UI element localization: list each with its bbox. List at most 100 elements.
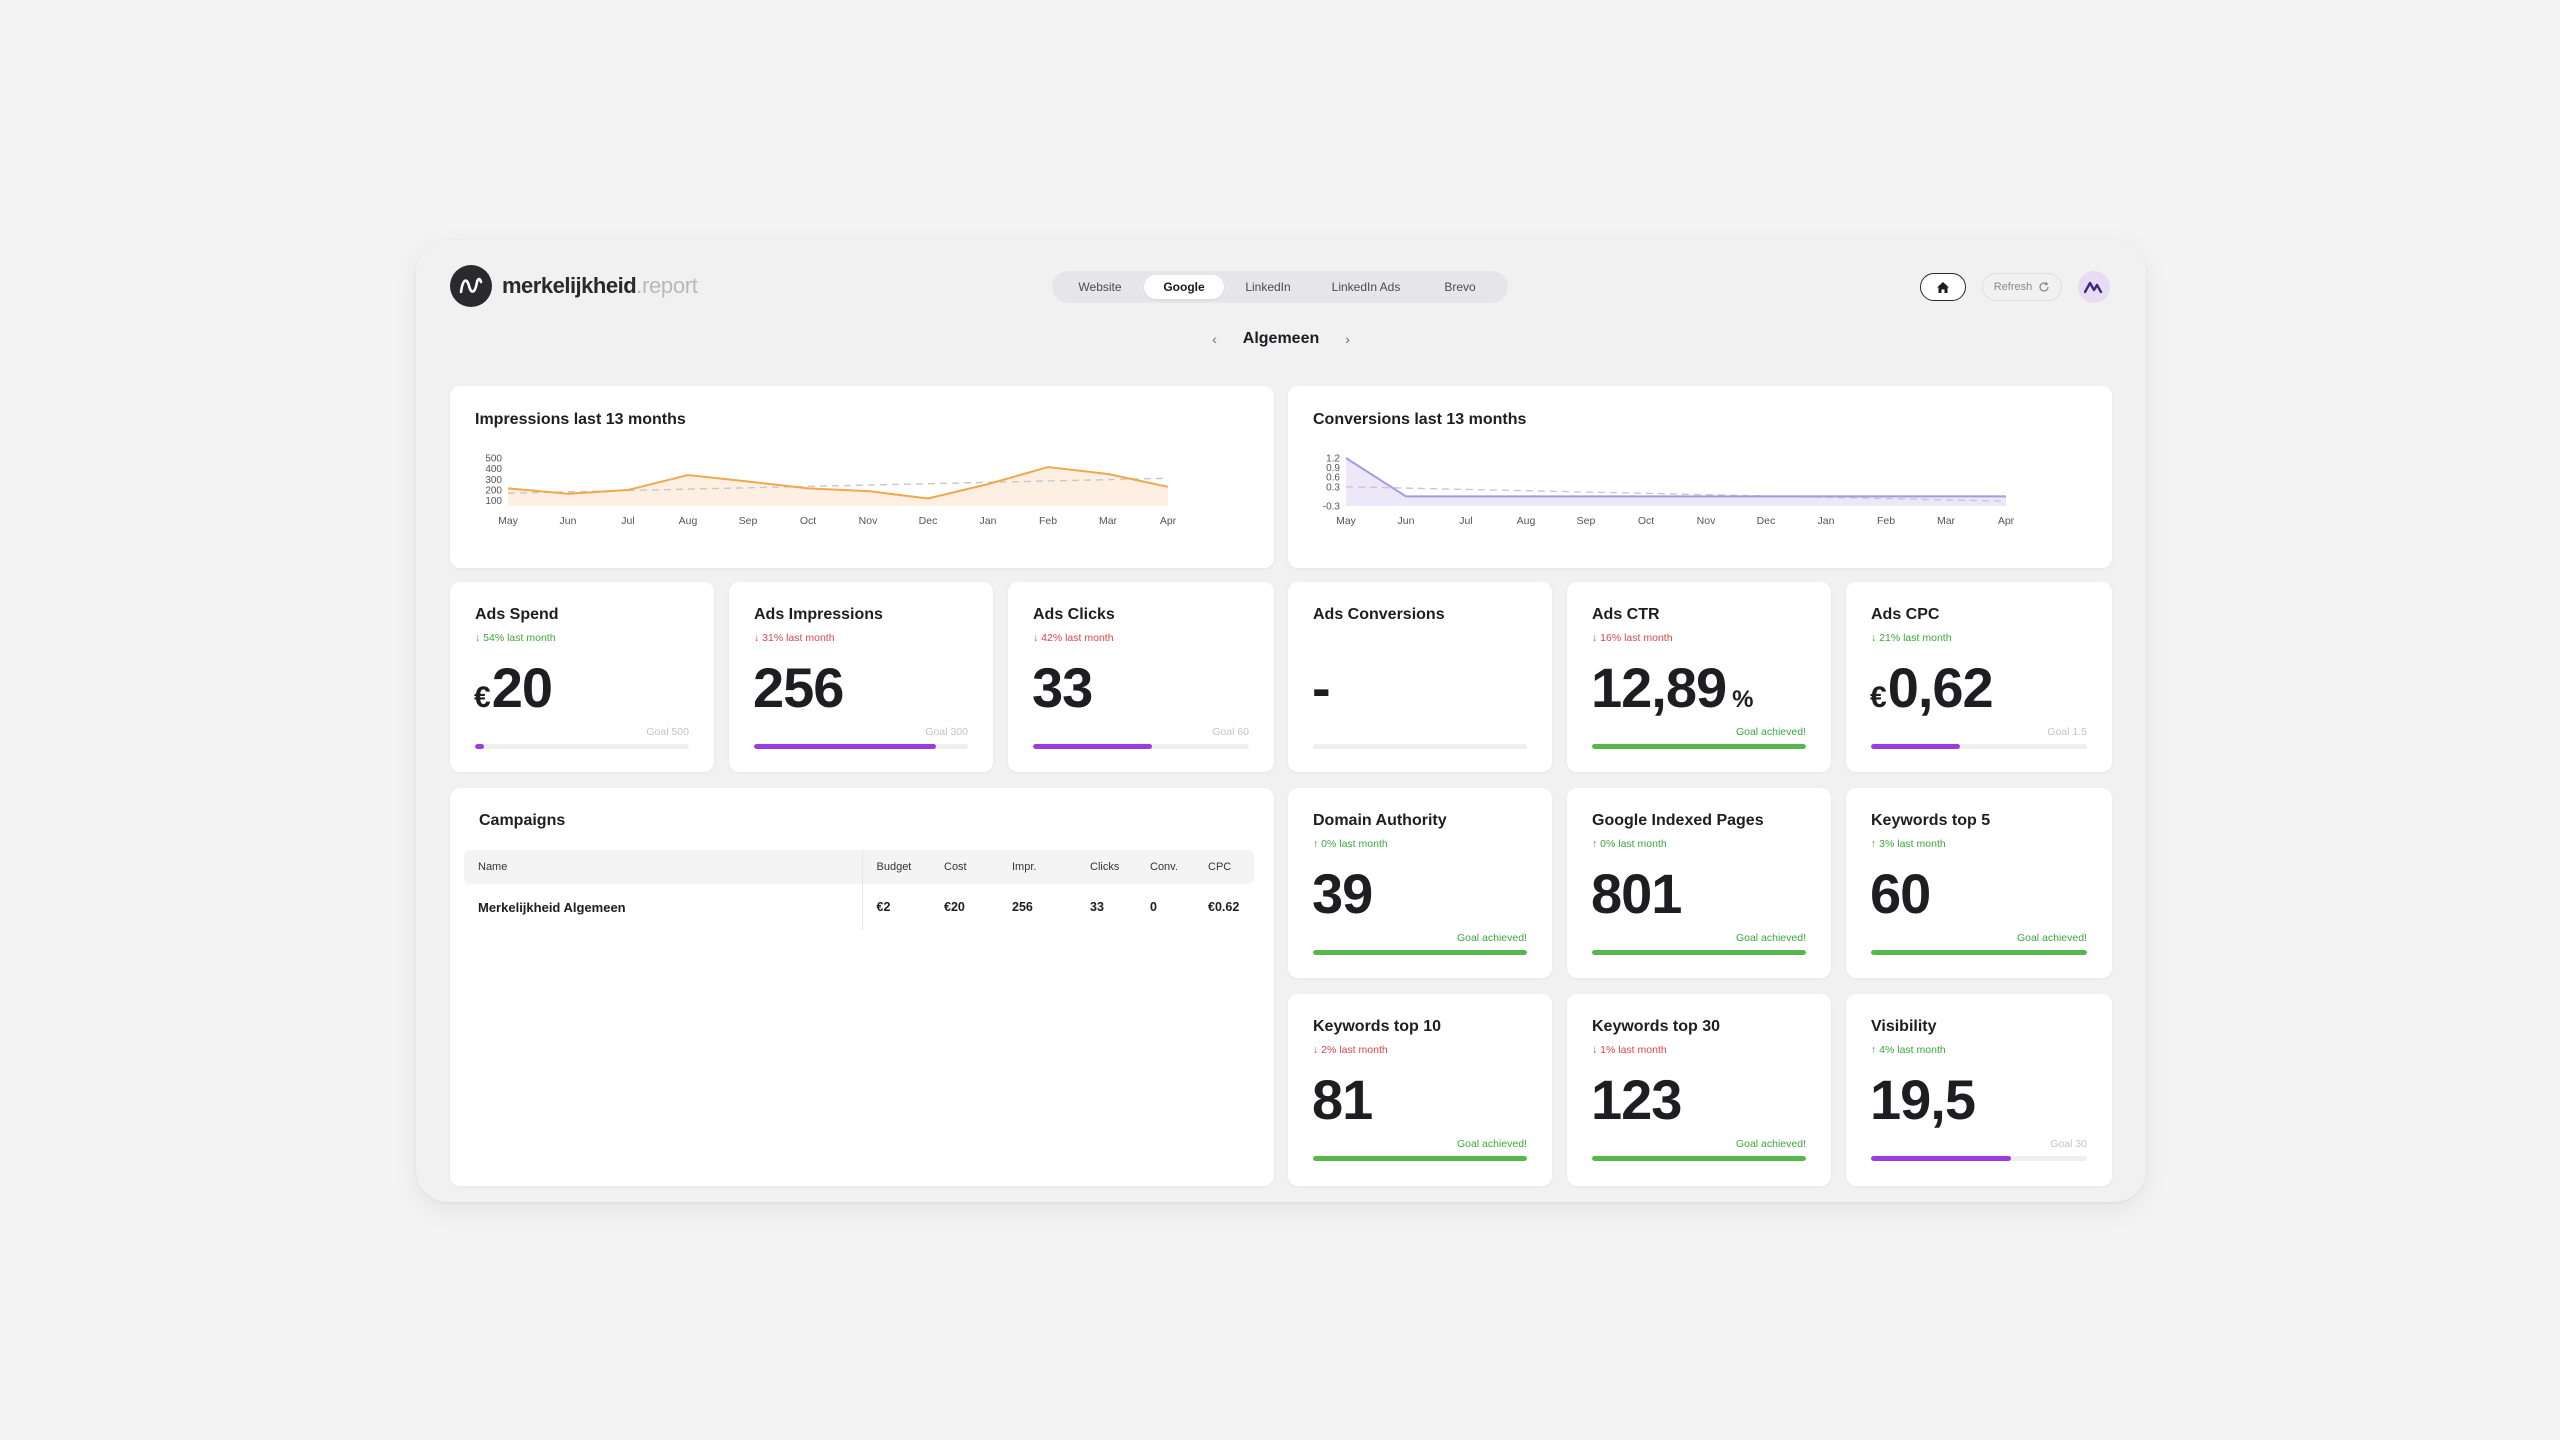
metric-delta: ↑ 4% last month xyxy=(1871,1044,1946,1056)
metric-number: 12,89 xyxy=(1591,656,1727,719)
goal-progress-bar xyxy=(1592,950,1806,955)
x-tick-label: Jan xyxy=(1818,515,1835,527)
metric-card-keywords-top-5[interactable]: Keywords top 5 ↑ 3% last month 60 Goal a… xyxy=(1846,788,2112,978)
percent-symbol: % xyxy=(1732,686,1754,713)
table-row[interactable]: Merkelijkheid Algemeen €2 €20 256 33 0 €… xyxy=(464,884,1254,930)
y-tick-label: -0.3 xyxy=(1323,502,1341,513)
x-tick-label: Sep xyxy=(739,515,758,527)
campaigns-card: Campaigns Name Budget Cost Impr. Clicks … xyxy=(450,788,1274,1186)
metric-delta: ↓ 31% last month xyxy=(754,632,835,644)
dashboard-window: merkelijkheid .report Website Google Link… xyxy=(416,240,2146,1202)
metric-delta: ↓ 42% last month xyxy=(1033,632,1114,644)
tab-linkedin[interactable]: LinkedIn xyxy=(1245,280,1291,294)
metric-card-ads-clicks[interactable]: Ads Clicks ↓ 42% last month 33 Goal 60 xyxy=(1008,582,1274,772)
metric-title: Keywords top 10 xyxy=(1313,1018,1442,1035)
area-fill xyxy=(508,467,1168,506)
campaign-budget: €2 xyxy=(876,900,891,914)
series-line xyxy=(507,466,1169,500)
tab-google[interactable]: Google xyxy=(1144,275,1224,299)
prev-section-icon[interactable]: ‹ xyxy=(1212,331,1217,347)
metric-card-ads-impressions[interactable]: Ads Impressions ↓ 31% last month 256 Goa… xyxy=(729,582,993,772)
tab-website[interactable]: Website xyxy=(1078,280,1122,294)
x-tick-label: Apr xyxy=(1998,515,2015,527)
metric-value: €20 xyxy=(474,658,553,728)
y-tick-label: 0.3 xyxy=(1326,482,1340,493)
goal-progress-fill xyxy=(1871,1156,2012,1161)
goal-progress-bar xyxy=(1313,1156,1527,1161)
metric-title: Keywords top 30 xyxy=(1592,1018,1721,1035)
refresh-button[interactable]: Refresh xyxy=(1982,273,2062,301)
metric-value: 19,5 xyxy=(1870,1068,1976,1131)
column-header-name[interactable]: Name xyxy=(464,850,863,884)
metric-title: Ads CTR xyxy=(1592,606,1660,623)
tab-linkedin-ads[interactable]: LinkedIn Ads xyxy=(1331,280,1401,294)
section-nav: ‹ Algemeen › xyxy=(416,330,2146,348)
metric-card-keywords-top-30[interactable]: Keywords top 30 ↓ 1% last month 123 Goal… xyxy=(1567,994,1831,1186)
goal-progress-bar xyxy=(1033,744,1249,749)
area-fill xyxy=(1346,458,2006,506)
metric-card-ads-spend[interactable]: Ads Spend ↓ 54% last month €20 Goal 500 xyxy=(450,582,714,772)
metric-card-google-indexed-pages[interactable]: Google Indexed Pages ↑ 0% last month 801… xyxy=(1567,788,1831,978)
goal-label: Goal 1.5 xyxy=(2047,726,2087,738)
metric-title: Ads Impressions xyxy=(754,606,883,623)
metric-delta: ↑ 0% last month xyxy=(1313,838,1388,850)
goal-progress-bar xyxy=(1313,744,1527,749)
x-tick-label: Nov xyxy=(1697,515,1716,527)
logo[interactable]: merkelijkheid .report xyxy=(450,265,698,307)
next-section-icon[interactable]: › xyxy=(1345,331,1350,347)
goal-progress-bar xyxy=(1871,744,2087,749)
x-tick-label: Aug xyxy=(679,515,698,527)
metric-title: Google Indexed Pages xyxy=(1592,812,1764,829)
avatar-logo-icon xyxy=(2084,281,2103,294)
home-button[interactable] xyxy=(1920,273,1966,301)
campaign-impressions: 256 xyxy=(1012,900,1033,914)
tab-brevo[interactable]: Brevo xyxy=(1444,280,1476,294)
metric-delta: ↓ 21% last month xyxy=(1871,632,1952,644)
goal-progress-fill xyxy=(1592,1156,1806,1161)
metric-title: Ads Clicks xyxy=(1033,606,1115,623)
impressions-chart-card: Impressions last 13 months 100 200 300 400 5… xyxy=(450,386,1274,568)
avatar[interactable] xyxy=(2078,271,2110,303)
metric-delta: ↓ 54% last month xyxy=(475,632,556,644)
y-tick-label: 100 xyxy=(485,496,502,507)
x-tick-label: Oct xyxy=(800,515,816,527)
metric-delta: ↓ 16% last month xyxy=(1592,632,1673,644)
column-header-cost[interactable]: Cost xyxy=(930,850,998,884)
metric-card-keywords-top-10[interactable]: Keywords top 10 ↓ 2% last month 81 Goal … xyxy=(1288,994,1552,1186)
column-header-budget[interactable]: Budget xyxy=(862,850,930,884)
metric-card-ads-ctr[interactable]: Ads CTR ↓ 16% last month 12,89% Goal ach… xyxy=(1567,582,1831,772)
y-tick-label: 1.2 xyxy=(1326,454,1340,465)
goal-label: Goal achieved! xyxy=(1456,1138,1527,1150)
metric-delta: ↑ 3% last month xyxy=(1871,838,1946,850)
metric-card-ads-conversions[interactable]: Ads Conversions - xyxy=(1288,582,1552,772)
x-tick-label: Jul xyxy=(621,515,634,527)
metric-value: €0,62 xyxy=(1870,658,1994,728)
metric-card-visibility[interactable]: Visibility ↑ 4% last month 19,5 Goal 30 xyxy=(1846,994,2112,1186)
campaigns-table: Name Budget Cost Impr. Clicks Conv. CPC … xyxy=(464,850,1254,930)
x-tick-label: Jul xyxy=(1459,515,1472,527)
column-header-impr[interactable]: Impr. xyxy=(998,850,1076,884)
metric-card-ads-cpc[interactable]: Ads CPC ↓ 21% last month €0,62 Goal 1.5 xyxy=(1846,582,2112,772)
table-header-row: Name Budget Cost Impr. Clicks Conv. CPC xyxy=(464,850,1254,884)
metric-card-domain-authority[interactable]: Domain Authority ↑ 0% last month 39 Goal… xyxy=(1288,788,1552,978)
goal-label: Goal 300 xyxy=(925,726,968,738)
column-header-cpc[interactable]: CPC xyxy=(1194,850,1254,884)
goal-label: Goal 30 xyxy=(2050,1138,2087,1150)
goal-label: Goal 60 xyxy=(1212,726,1249,738)
campaign-cpc: €0.62 xyxy=(1208,900,1240,914)
series-line xyxy=(1345,457,2006,498)
metric-delta: ↑ 0% last month xyxy=(1592,838,1667,850)
y-tick-label: 0.6 xyxy=(1326,473,1340,484)
metric-delta: ↓ 2% last month xyxy=(1313,1044,1388,1056)
column-header-conv[interactable]: Conv. xyxy=(1136,850,1194,884)
refresh-label: Refresh xyxy=(1993,281,2033,293)
x-tick-label: May xyxy=(1336,515,1357,527)
y-tick-label: 0.9 xyxy=(1326,463,1340,474)
column-header-clicks[interactable]: Clicks xyxy=(1076,850,1136,884)
x-tick-label: Apr xyxy=(1160,515,1177,527)
goal-progress-fill xyxy=(1033,744,1152,749)
metric-title: Ads Conversions xyxy=(1313,606,1445,623)
logo-text: merkelijkheid xyxy=(502,273,637,298)
goal-label: Goal achieved! xyxy=(1735,1138,1806,1150)
goal-label: Goal achieved! xyxy=(1456,932,1527,944)
